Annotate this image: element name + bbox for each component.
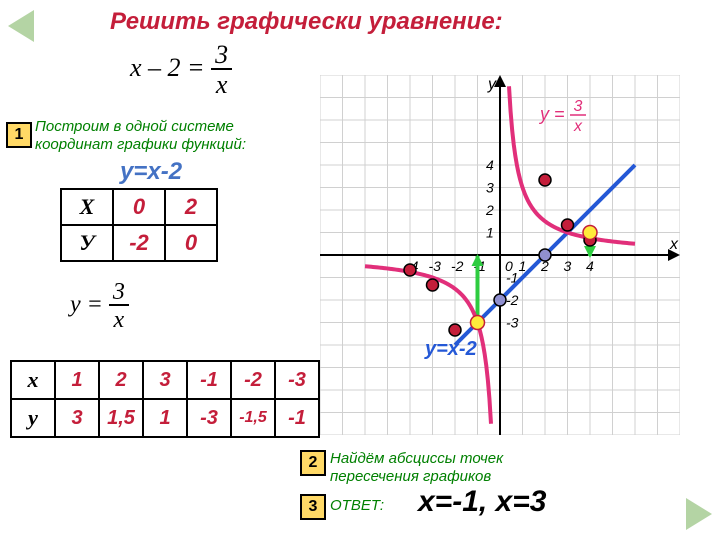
svg-text:3: 3 [574,98,583,115]
svg-text:x: x [573,118,583,135]
step-3-marker: 3 [300,494,326,520]
line-label: у=х-2 [424,338,477,360]
nav-next[interactable] [686,498,712,530]
function-1-table: Х02 У-20 [60,188,218,262]
step-1-text: Построим в одной системекоординат график… [35,118,246,154]
step-2-text: Найдём абсциссы точекпересечения графико… [330,450,503,486]
y-axis-label: у [487,76,497,93]
svg-text:4: 4 [486,157,494,173]
svg-text:y =: y = [538,104,565,124]
svg-text:-3: -3 [506,315,519,331]
step-3-label: ОТВЕТ: [330,497,384,514]
function-2-formula: y = 3x [70,280,129,332]
answer-text: х=-1, х=3 [418,485,546,519]
function-2-table: x 123 -1-2-3 y 31,51 -3-1,5-1 [10,360,320,438]
step-1-marker: 1 [6,122,32,148]
svg-text:4: 4 [586,258,594,274]
svg-text:-3: -3 [429,258,442,274]
svg-text:1: 1 [519,258,527,274]
x-axis-label: х [669,236,679,253]
step-2-marker: 2 [300,450,326,476]
function-1-label: y=x-2 [120,158,182,186]
svg-text:3: 3 [564,258,572,274]
coordinate-chart: х у -4-3-2-101234 1234-1-2-3 у=х-2 y = 3… [320,75,680,435]
main-equation: x – 2 = 3x [130,42,232,98]
nav-prev[interactable] [8,10,34,42]
svg-text:1: 1 [486,225,494,241]
svg-text:2: 2 [485,202,494,218]
page-title: Решить графически уравнение: [110,8,503,36]
svg-text:3: 3 [486,180,494,196]
svg-text:-2: -2 [451,258,464,274]
